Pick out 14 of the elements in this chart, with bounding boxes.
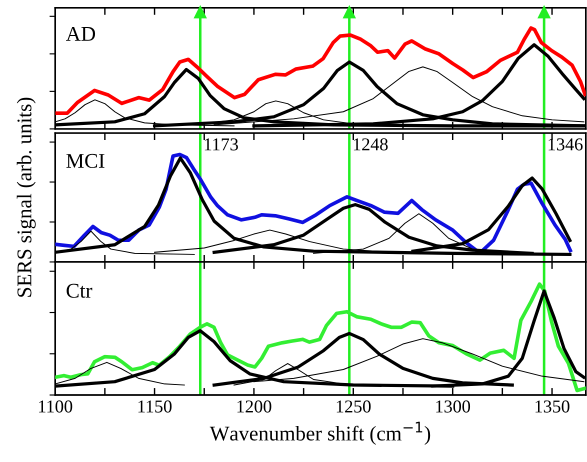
y-axis-title: SERS signal (arb. units): [16, 98, 36, 297]
x-tick-label: 1350: [536, 400, 570, 413]
annotation: Ctr: [66, 284, 92, 298]
ref-line-label: 1346: [548, 138, 583, 150]
x-axis-title: Wavenumber shift (cm$^{−1}$): [210, 422, 430, 445]
x-tick-label: 1200: [237, 400, 272, 413]
x-tick-label: 1100: [39, 400, 72, 413]
annotation: AD: [66, 26, 96, 41]
ref-line-label: 1248: [354, 138, 388, 150]
annotation: MCI: [66, 154, 104, 168]
x-tick-label: 1250: [336, 400, 371, 413]
x-tick-label: 1150: [138, 400, 172, 413]
x-tick-label: 1300: [436, 400, 470, 413]
ref-line-label: 1173: [204, 138, 238, 150]
